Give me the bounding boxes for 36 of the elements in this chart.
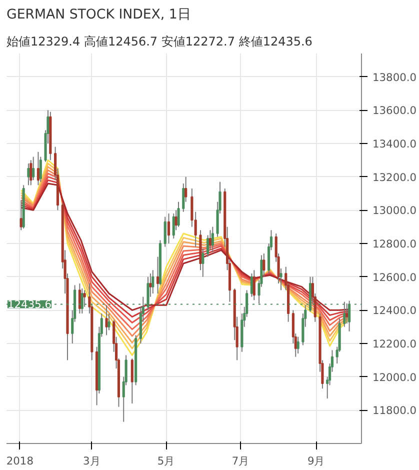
candlestick	[27, 163, 30, 186]
candlestick	[39, 156, 42, 182]
y-tick-label: 13200.0	[372, 170, 417, 184]
candlestick	[152, 270, 154, 294]
y-tick-label: 12800.0	[372, 238, 417, 250]
y-tick-label: 12000.0	[372, 370, 417, 384]
x-tick-label: 7月	[232, 454, 250, 468]
candlestick	[164, 216, 166, 248]
candlestick	[250, 273, 253, 298]
candlestick	[177, 201, 180, 228]
x-tick-label: 5月	[157, 454, 176, 468]
candlestick	[30, 160, 32, 186]
y-tick-label: 12400.0	[372, 304, 417, 318]
y-tick-label: 11800.0	[372, 404, 417, 418]
candlestick	[296, 336, 300, 354]
ref-line-label: 12435.6	[8, 298, 52, 312]
candlestick	[167, 213, 170, 244]
candlestick	[211, 226, 214, 252]
y-tick-label: 13600.0	[372, 104, 417, 118]
y-tick-label: 13800.0	[372, 70, 417, 84]
y-tick-label: 12600.0	[372, 270, 417, 284]
candlestick	[252, 270, 256, 301]
x-tick-label: 2018	[6, 454, 34, 468]
candlestick	[78, 283, 81, 314]
x-tick-label: 3月	[83, 454, 101, 468]
candlestick	[130, 358, 134, 404]
candlestick	[32, 156, 35, 181]
y-tick-label: 13000.0	[372, 204, 417, 218]
y-tick-label: 13400.0	[372, 138, 417, 150]
chart-subtitle: 始値12329.4 高値12456.7 安値12272.7 終値12435.6	[6, 34, 312, 48]
chart-title: GERMAN STOCK INDEX, 1日	[6, 8, 190, 22]
candlestick	[105, 304, 108, 336]
y-tick-label: 12200.0	[372, 338, 417, 350]
candlestick	[36, 151, 40, 186]
candlestick	[172, 213, 175, 239]
x-tick-label: 9月	[307, 454, 326, 468]
